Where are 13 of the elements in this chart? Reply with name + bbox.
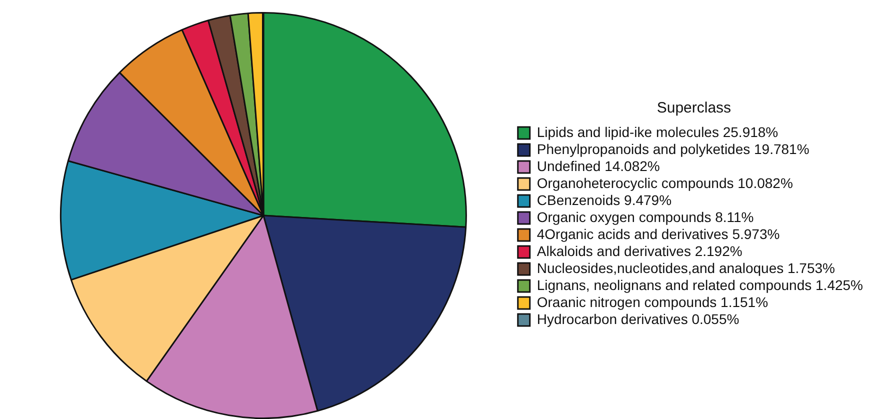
legend-label: CBenzenoids 9.479% (536, 192, 672, 208)
legend-label: Lipids and lipid-ike molecules 25.918% (536, 124, 778, 140)
legend-label: Alkaloids and derivatives 2.192% (536, 242, 742, 259)
legend-label: Lignans, neolignans and related compounds 1.425% (536, 276, 864, 293)
legend-label: Undefined 14.082% (536, 158, 660, 174)
legend-title: Superclass (656, 100, 732, 117)
legend-label: Organic oxygen compounds 8.11% (536, 208, 754, 225)
legend-label: Organoheterocyclic compounds 10.082% (536, 174, 793, 191)
legend-label: Phenylpropanoids and polyketides 19.781% (536, 140, 810, 157)
legend-label: 4Organic acids and derivatives 5.973% (536, 226, 780, 242)
legend-label: Hydrocarbon derivatives 0.055% (536, 310, 740, 327)
legend-label: Nucleosides,nucleotides,and analoques 1.753% (536, 260, 835, 276)
legend-label: Oraanic nitrogen compounds 1.151% (536, 294, 768, 310)
